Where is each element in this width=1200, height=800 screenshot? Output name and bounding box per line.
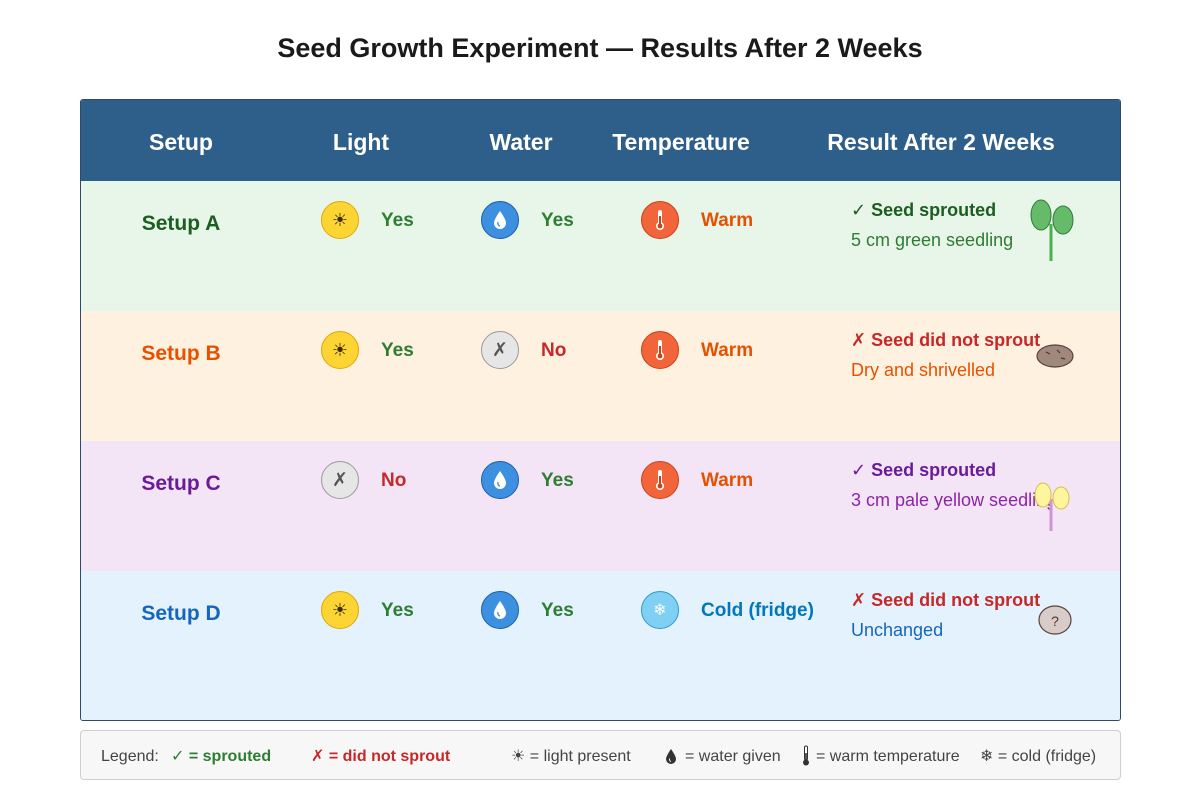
- setup-name: Setup D: [141, 602, 221, 625]
- legend-light: ☀ = light present: [511, 748, 631, 765]
- table-row-setup-b: Setup B ☀ Yes ✗ No Warm ✗ Seed did not s…: [81, 311, 1120, 441]
- water-value: Yes: [541, 470, 574, 491]
- sun-icon: ☀: [321, 331, 359, 369]
- temperature-value: Warm: [701, 470, 754, 491]
- legend-thermometer-icon: [803, 745, 809, 766]
- temperature-value: Warm: [701, 340, 754, 361]
- thermometer-icon: [641, 461, 679, 499]
- cross-glyph: ✗: [332, 469, 348, 491]
- unchanged-seed-icon: ?: [1038, 605, 1072, 635]
- green-seedling-icon: [1030, 199, 1074, 261]
- temperature-value: Warm: [701, 210, 754, 231]
- result-description: 3 cm pale yellow seedling: [851, 490, 1051, 510]
- water-drop-icon: [481, 461, 519, 499]
- result-heading: ✓ Seed sprouted: [851, 460, 997, 480]
- snowflake-icon: ❄: [641, 591, 679, 629]
- temperature-value: Cold (fridge): [701, 600, 814, 621]
- legend-label: Legend:: [101, 748, 159, 765]
- result-heading: ✗ Seed did not sprout: [851, 330, 1041, 350]
- legend-cold: ❄ = cold (fridge): [980, 748, 1097, 765]
- legend-water: = water given: [685, 748, 781, 765]
- water-drop-icon: [481, 591, 519, 629]
- light-value: Yes: [381, 340, 414, 361]
- legend-water-drop-icon: [666, 749, 676, 764]
- legend-warm: = warm temperature: [816, 748, 960, 765]
- header-setup: Setup: [149, 129, 213, 155]
- water-drop-icon: [481, 201, 519, 239]
- table-row-setup-a: Setup A ☀ Yes Yes Warm ✓ Seed sprouted 5…: [81, 181, 1120, 311]
- light-value: Yes: [381, 600, 414, 621]
- setup-name: Setup C: [141, 472, 221, 495]
- table-row-setup-d: Setup D ☀ Yes Yes ❄ Cold (fridge) ✗ Seed…: [81, 571, 1120, 720]
- header-water: Water: [489, 129, 553, 155]
- legend-sprouted: ✓ = sprouted: [171, 748, 272, 765]
- setup-name: Setup B: [141, 342, 221, 365]
- light-value: Yes: [381, 210, 414, 231]
- sun-glyph: ☀: [331, 599, 349, 620]
- pale-seedling-icon: [1034, 482, 1070, 531]
- page-title: Seed Growth Experiment — Results After 2…: [277, 33, 923, 63]
- results-table: Setup Light Water Temperature Result Aft…: [80, 99, 1121, 721]
- table-row-setup-c: Setup C ✗ No Yes Warm ✓ Seed sprouted 3 …: [81, 441, 1120, 571]
- legend-not-sprouted: ✗ = did not sprout: [311, 748, 451, 765]
- water-value: Yes: [541, 600, 574, 621]
- result-description: Unchanged: [851, 620, 944, 640]
- cross-glyph: ✗: [492, 339, 508, 361]
- no-water-icon: ✗: [481, 331, 519, 369]
- sun-icon: ☀: [321, 591, 359, 629]
- sun-icon: ☀: [321, 201, 359, 239]
- water-value: Yes: [541, 210, 574, 231]
- header-temperature: Temperature: [612, 129, 750, 155]
- result-description-clip: 3 cm pale yellow seedling: [851, 490, 1051, 514]
- legend: Legend: ✓ = sprouted ✗ = did not sprout …: [80, 730, 1121, 780]
- result-heading: ✗ Seed did not sprout: [851, 590, 1041, 610]
- light-value: No: [381, 470, 407, 491]
- water-value: No: [541, 340, 567, 361]
- setup-name: Setup A: [141, 212, 221, 235]
- thermometer-icon: [641, 331, 679, 369]
- header-result: Result After 2 Weeks: [827, 129, 1055, 155]
- sun-glyph: ☀: [331, 339, 349, 360]
- result-description: Dry and shrivelled: [851, 360, 996, 380]
- no-light-icon: ✗: [321, 461, 359, 499]
- snowflake-glyph: ❄: [653, 602, 667, 619]
- result-description: 5 cm green seedling: [851, 230, 1014, 250]
- thermometer-icon: [641, 201, 679, 239]
- header-light: Light: [332, 129, 390, 155]
- sun-glyph: ☀: [331, 209, 349, 230]
- question-glyph: ?: [1051, 613, 1059, 629]
- table-header: Setup Light Water Temperature Result Aft…: [81, 100, 1120, 181]
- shrivelled-seed-icon: [1036, 344, 1074, 368]
- result-heading: ✓ Seed sprouted: [851, 200, 997, 220]
